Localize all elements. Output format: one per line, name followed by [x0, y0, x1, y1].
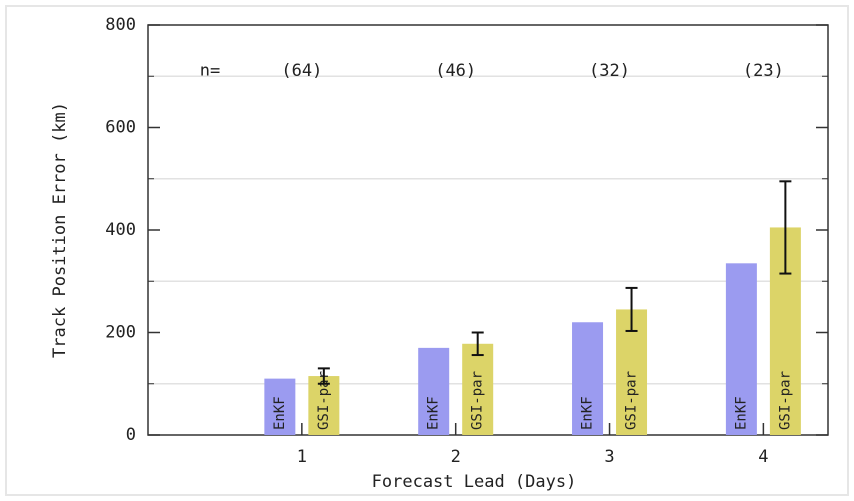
bar-label: GSI-par — [777, 371, 793, 430]
bar — [462, 343, 494, 435]
bar — [418, 347, 450, 435]
bar — [264, 378, 296, 435]
bar-label: GSI-par — [316, 371, 332, 430]
y-tick-label: 800 — [105, 15, 136, 35]
x-tick-label: 1 — [297, 447, 307, 467]
n-value: (46) — [435, 61, 476, 81]
y-tick-label: 0 — [126, 425, 136, 445]
y-axis-label: Track Position Error (km) — [50, 102, 70, 358]
x-tick-label: 4 — [758, 447, 768, 467]
bar — [572, 322, 604, 435]
x-axis-label: Forecast Lead (Days) — [372, 472, 577, 492]
y-tick-label: 200 — [105, 323, 136, 343]
bar-label: GSI-par — [470, 371, 486, 430]
y-tick-label: 400 — [105, 220, 136, 240]
bar — [308, 376, 340, 435]
n-value: (64) — [281, 61, 322, 81]
bar-label: EnKF — [426, 396, 442, 430]
x-tick-label: 3 — [604, 447, 614, 467]
bar-label: EnKF — [733, 396, 749, 430]
bar-label: GSI-par — [624, 371, 640, 430]
n-value: (23) — [743, 61, 784, 81]
n-label: n= — [200, 61, 220, 81]
y-tick-label: 600 — [105, 118, 136, 138]
x-tick-label: 2 — [451, 447, 461, 467]
bar-label: EnKF — [580, 396, 596, 430]
bar-label: EnKF — [272, 396, 288, 430]
n-value: (32) — [589, 61, 630, 81]
bar — [725, 263, 757, 435]
